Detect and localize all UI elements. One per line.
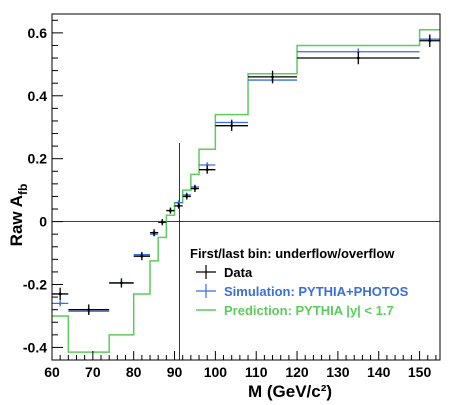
data-point-0 [52,287,69,301]
data-marker-5 [160,220,164,224]
data-marker-13 [356,56,360,60]
legend-label-simulation: Simulation: PYTHIA+PHOTOS [224,284,409,299]
legend-item-data: Data [196,265,253,280]
data-marker-6 [169,209,172,212]
data-point-7 [174,203,183,209]
data-point-5 [158,219,167,226]
data-marker-2 [120,281,123,285]
x-tick-label-140: 140 [367,364,391,380]
data-marker-1 [87,308,91,312]
x-axis-title: M (GeV/c²) [248,382,332,401]
x-tick-label-130: 130 [326,364,350,380]
plot-frame [51,13,441,361]
legend-header: First/last bin: underflow/overflow [190,246,395,261]
legend-label-data: Data [224,265,253,280]
data-point-11 [215,120,249,131]
x-tick-label-150: 150 [408,364,432,380]
legend-item-prediction: Prediction: PYTHIA |y| < 1.7 [196,303,394,318]
legend-item-simulation: Simulation: PYTHIA+PHOTOS [196,284,409,299]
data-marker-10 [205,168,209,172]
data-point-1 [68,304,110,315]
data-point-9 [190,185,200,192]
data-marker-14 [428,39,432,43]
simulation-point-0 [52,300,69,307]
series-data [52,34,440,315]
y-tick-label: -0.4 [23,339,47,355]
x-tick-label-60: 60 [44,364,60,380]
data-marker-12 [271,75,274,79]
legend-label-prediction: Prediction: PYTHIA |y| < 1.7 [224,303,394,318]
y-axis-title: Raw Afb [7,184,30,247]
data-marker-3 [140,254,144,258]
x-tick-label-70: 70 [85,364,101,380]
x-tick-label-120: 120 [285,364,309,380]
data-point-12 [248,70,298,84]
simulation-marker-10 [205,163,209,167]
data-marker-0 [58,292,62,296]
y-tick-label: 0.2 [28,151,48,167]
simulation-marker-7 [177,201,181,205]
data-point-14 [419,34,440,47]
data-marker-11 [230,124,234,128]
plot-area [52,28,440,360]
data-point-4 [150,229,159,236]
data-marker-7 [177,204,181,208]
simulation-marker-13 [356,50,360,54]
y-tick-label: -0.2 [23,277,47,293]
data-marker-4 [152,231,156,235]
x-tick-label-100: 100 [204,364,228,380]
data-point-6 [166,207,175,214]
simulation-marker-0 [58,301,62,305]
data-marker-9 [193,187,197,190]
data-point-13 [297,51,420,65]
data-point-8 [182,193,191,200]
axes: 60 70 80 90 100 110 120 130 140 150 -0.4 -0.2 0 0.2 0.… [23,13,441,380]
data-point-2 [109,278,134,288]
data-point-3 [133,252,151,261]
legend: First/last bin: underflow/overflow Data … [190,246,409,318]
x-tick-label-110: 110 [245,364,268,380]
x-tick-label-90: 90 [167,364,183,380]
data-point-10 [199,165,216,174]
y-tick-label: 0 [39,214,47,230]
x-tick-label-80: 80 [126,364,142,380]
y-tick-label: 0.6 [28,25,48,41]
y-tick-label: 0.4 [28,88,48,104]
data-marker-8 [185,195,189,198]
